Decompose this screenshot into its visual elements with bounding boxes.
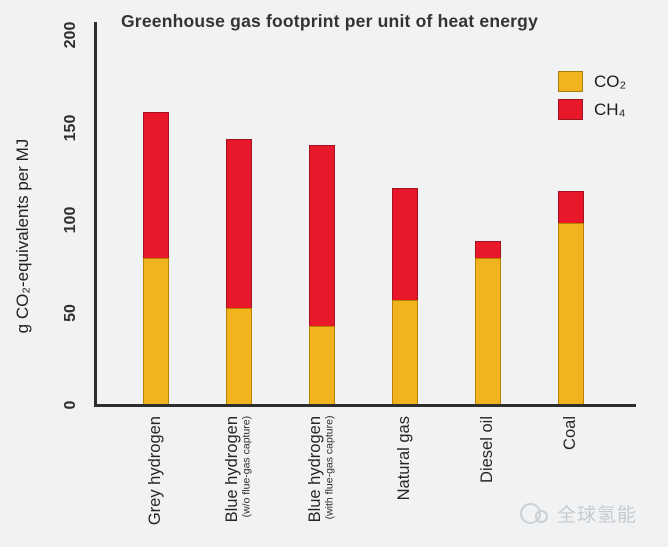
legend-label: CH₄ [594,99,626,119]
x-axis-sublabel: (with flue-gas capture) [323,416,336,520]
x-axis-label: Coal [561,416,580,450]
bar-segment-co2 [474,257,501,404]
bar-slot [529,0,612,404]
bar-segment-ch4 [225,139,252,308]
bar-slot [114,0,197,404]
bar-segment-co2 [308,326,335,404]
stacked-bar [308,145,335,404]
x-axis-sublabel: (w/o flue-gas capture) [240,416,253,518]
bar-segment-ch4 [391,187,418,301]
x-label-slot: Natural gas [363,416,446,525]
bar-slot [446,0,529,404]
bar-segment-co2 [225,307,252,404]
x-label-slot: Diesel oil [446,416,529,525]
bar-segment-ch4 [557,191,584,223]
legend-item: CO₂ [558,71,626,92]
x-axis-label: Blue hydrogen (with flue-gas capture) [306,416,336,523]
x-axis-line [94,404,636,407]
x-axis-label: Blue hydrogen (w/o flue-gas capture) [223,416,253,523]
legend-item: CH₄ [558,99,626,120]
y-axis-title: g CO₂-equivalents per MJ [13,138,32,334]
bar-slot [280,0,363,404]
legend-label: CO₂ [594,71,627,91]
bar-segment-ch4 [308,145,335,327]
legend-swatch-co2 [558,71,583,92]
watermark: 全球氢能 [519,499,637,527]
legend: CO₂ CH₄ [558,71,626,127]
legend-swatch-ch4 [558,99,583,120]
bar-segment-co2 [142,257,169,404]
bar-segment-co2 [557,222,584,404]
stacked-bar [225,139,252,404]
stacked-bar [557,191,584,404]
y-tick-label: 50 [62,303,79,322]
x-label-slot: Blue hydrogen (w/o flue-gas capture) [197,416,280,525]
x-axis-label: Diesel oil [478,416,497,483]
bar-slot [197,0,280,404]
y-tick-label: 100 [62,206,79,234]
x-label-slot: Blue hydrogen (with flue-gas capture) [280,416,363,525]
bar-slot [363,0,446,404]
bar-segment-ch4 [142,111,169,258]
x-axis-label: Natural gas [395,416,414,501]
y-tick-label: 0 [62,400,79,410]
stacked-bar [474,241,501,404]
y-tick-label: 150 [62,114,79,141]
stacked-bar [391,187,418,404]
bar-segment-ch4 [474,241,501,258]
bar-segment-co2 [391,300,418,404]
chart-title: Greenhouse gas footprint per unit of hea… [121,11,539,31]
stacked-bar [142,111,169,404]
watermark-logo-icon [519,499,551,527]
watermark-text: 全球氢能 [557,504,638,526]
x-axis-label: Grey hydrogen [146,416,165,526]
x-label-slot: Grey hydrogen [114,416,197,525]
plot-area [114,0,612,404]
y-axis-line [94,22,97,407]
y-tick-label: 200 [62,21,79,49]
